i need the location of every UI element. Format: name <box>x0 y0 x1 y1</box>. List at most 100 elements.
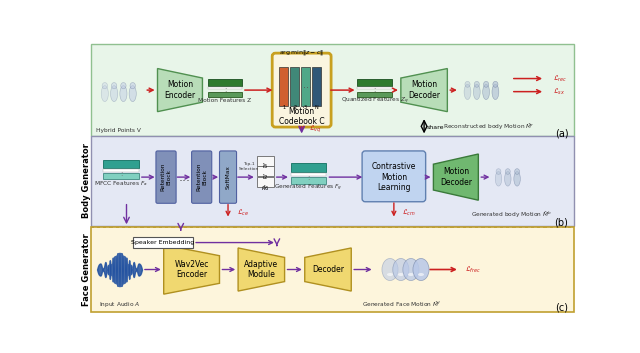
Bar <box>312 67 321 106</box>
Text: Speaker Embedding: Speaker Embedding <box>131 240 195 245</box>
Bar <box>283 227 286 228</box>
Bar <box>91 227 575 312</box>
Ellipse shape <box>111 86 118 102</box>
Ellipse shape <box>101 86 108 102</box>
Bar <box>333 227 336 228</box>
Text: Top-1
Selection: Top-1 Selection <box>239 162 259 170</box>
Bar <box>103 160 139 168</box>
Ellipse shape <box>514 172 520 186</box>
Bar <box>140 227 143 228</box>
Ellipse shape <box>504 172 511 186</box>
Bar <box>432 227 435 228</box>
Text: Retention
Block: Retention Block <box>196 163 207 191</box>
Text: $\mathcal{L}_{vq}$: $\mathcal{L}_{vq}$ <box>309 124 322 135</box>
Ellipse shape <box>474 81 479 87</box>
Polygon shape <box>157 68 202 112</box>
Ellipse shape <box>496 169 501 174</box>
Bar <box>426 227 429 228</box>
Bar <box>147 227 150 228</box>
Text: ...: ... <box>303 80 312 90</box>
Bar <box>271 227 274 228</box>
Text: $\hat{I}5$: $\hat{I}5$ <box>262 162 268 171</box>
Text: :: : <box>373 87 376 93</box>
Bar <box>308 227 311 228</box>
Bar <box>457 227 460 228</box>
Bar <box>252 227 255 228</box>
Bar <box>358 227 360 228</box>
Bar <box>476 227 478 228</box>
Bar <box>291 163 326 172</box>
Bar <box>257 156 274 166</box>
Ellipse shape <box>393 258 409 281</box>
Bar <box>320 227 323 228</box>
Ellipse shape <box>483 84 490 100</box>
Bar <box>109 227 113 228</box>
Bar <box>227 227 230 228</box>
Text: (b): (b) <box>554 217 568 228</box>
Text: $\mathcal{L}_{cm}$: $\mathcal{L}_{cm}$ <box>403 208 417 219</box>
Text: 3: 3 <box>304 105 307 110</box>
Text: Contrastive
Motion
Learning: Contrastive Motion Learning <box>372 162 416 192</box>
Bar <box>351 227 355 228</box>
Text: Motion Features Z: Motion Features Z <box>198 98 252 103</box>
Bar <box>122 227 125 228</box>
Bar <box>128 227 131 228</box>
Ellipse shape <box>506 169 510 174</box>
Bar <box>358 92 392 97</box>
Bar <box>506 227 509 228</box>
Ellipse shape <box>102 83 108 89</box>
FancyBboxPatch shape <box>220 151 237 203</box>
Ellipse shape <box>413 258 429 281</box>
Ellipse shape <box>495 172 502 186</box>
Bar <box>208 79 242 86</box>
Text: Motion
Decoder: Motion Decoder <box>408 80 440 100</box>
Text: Adaptive
Module: Adaptive Module <box>244 260 278 279</box>
Polygon shape <box>433 154 478 200</box>
Bar <box>116 227 119 228</box>
Text: :: : <box>307 175 310 181</box>
Text: (c): (c) <box>556 302 568 312</box>
Bar <box>314 227 317 228</box>
Ellipse shape <box>464 84 471 100</box>
Text: :: : <box>120 171 122 177</box>
Bar <box>178 227 180 228</box>
Ellipse shape <box>474 84 480 100</box>
Bar <box>103 169 139 172</box>
Bar <box>556 227 559 228</box>
Bar <box>481 227 484 228</box>
Text: Generated body Motion $\hat{M}^b$: Generated body Motion $\hat{M}^b$ <box>470 209 551 220</box>
Bar <box>401 227 404 228</box>
Bar <box>562 227 565 228</box>
Text: Body Generator: Body Generator <box>82 144 91 219</box>
Ellipse shape <box>120 86 127 102</box>
Bar <box>239 227 243 228</box>
Text: Decoder: Decoder <box>312 265 344 274</box>
Bar <box>407 227 410 228</box>
Bar <box>91 227 94 228</box>
Text: Generated Features $F_g$: Generated Features $F_g$ <box>275 183 343 193</box>
Bar <box>339 227 342 228</box>
Bar <box>543 227 547 228</box>
Polygon shape <box>238 248 285 291</box>
Bar <box>376 227 379 228</box>
Bar <box>165 227 168 228</box>
FancyBboxPatch shape <box>272 53 331 127</box>
Bar <box>259 227 261 228</box>
Bar <box>488 227 491 228</box>
Text: $\mathcal{L}_{frec}$: $\mathcal{L}_{frec}$ <box>465 264 481 275</box>
Text: Quantized Features $Z_q$: Quantized Features $Z_q$ <box>340 96 408 106</box>
FancyBboxPatch shape <box>156 151 176 203</box>
Text: $\hat{I}2$: $\hat{I}2$ <box>262 172 268 182</box>
Bar <box>209 227 212 228</box>
Bar <box>184 227 187 228</box>
Bar <box>277 227 280 228</box>
Bar <box>438 227 441 228</box>
Bar <box>382 227 385 228</box>
Text: :: : <box>224 87 226 93</box>
Bar <box>208 92 242 97</box>
Bar <box>413 227 417 228</box>
Bar <box>513 227 516 228</box>
Text: Wav2Vec
Encoder: Wav2Vec Encoder <box>175 260 209 279</box>
Bar <box>103 227 106 228</box>
Bar <box>296 227 298 228</box>
